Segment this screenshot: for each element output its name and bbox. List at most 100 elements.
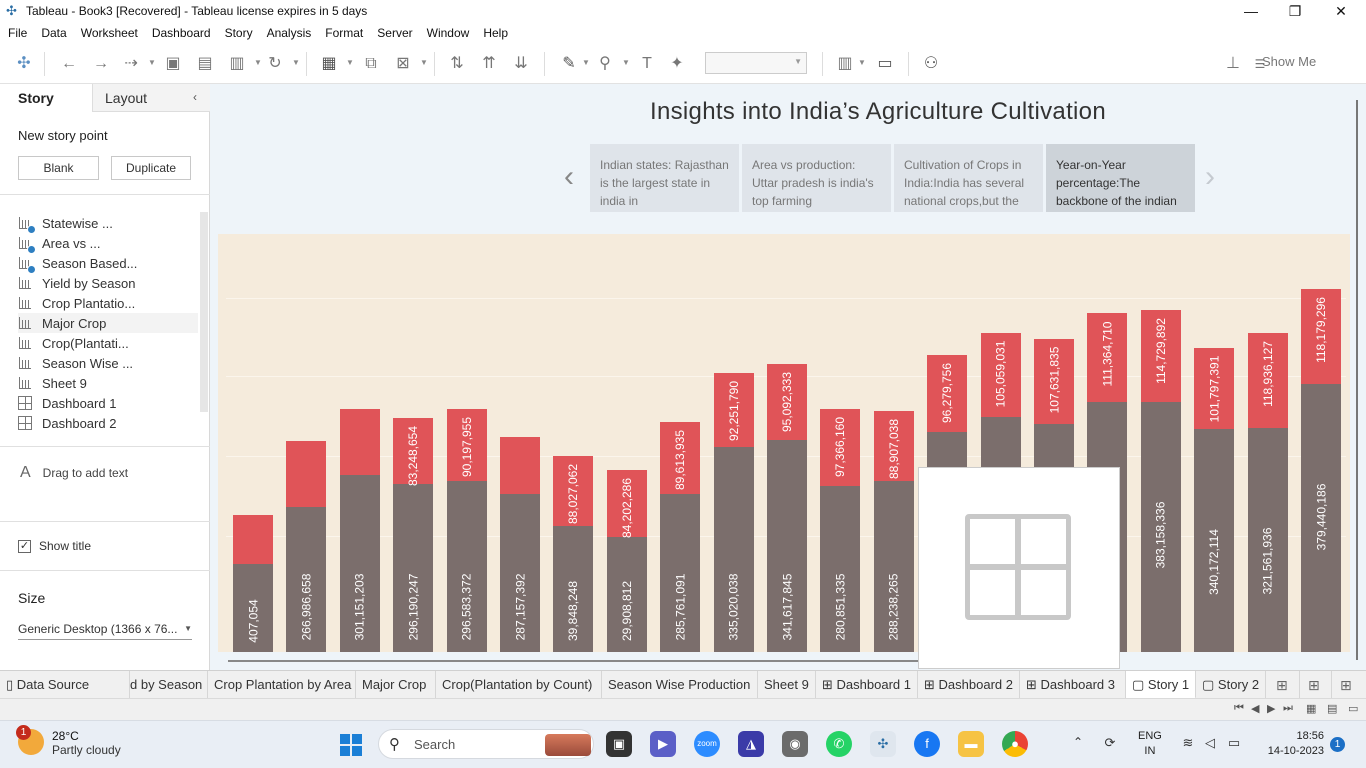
bar-segment-red[interactable] [1301,289,1341,384]
presentation-icon[interactable]: ▭ [877,55,893,72]
sheet-item-crop-plantati[interactable]: Crop(Plantati... [18,333,198,353]
bar-segment-gray[interactable] [446,481,487,652]
tab-story[interactable]: Story [0,84,92,112]
new-datasource-icon[interactable]: ▤ [197,55,213,72]
bar-segment-red[interactable] [1247,333,1288,428]
menu-analysis[interactable]: Analysis [266,26,312,40]
bar-segment-gray[interactable] [767,440,807,652]
bar-segment-gray[interactable] [1194,429,1235,652]
show-me-button[interactable]: Show Me [1262,54,1317,69]
next-story-point-icon[interactable]: › [1205,160,1215,193]
bar-segment-red[interactable] [820,409,861,486]
replay-icon[interactable]: ⇢ [124,55,138,72]
bar-segment-gray[interactable] [873,481,914,652]
bar-segment-red[interactable] [1140,310,1181,402]
first-sheet-icon[interactable]: ⏮ [1234,702,1244,714]
wifi-icon[interactable]: ≋ [1182,735,1194,750]
tab-view-icon[interactable]: ▭ [1348,703,1359,715]
size-select[interactable]: Generic Desktop (1366 x 76... ▼ [18,620,192,640]
clock[interactable]: 18:56 14-10-2023 [1267,730,1324,757]
tableau-taskbar-icon[interactable]: ✣ [870,731,896,757]
tab-data-source[interactable]: ▯ Data Source [0,671,130,699]
bar-segment-red[interactable] [713,373,754,447]
show-hidden-icons[interactable]: ⌃ [1073,735,1084,749]
tableau-home-icon[interactable]: ✣ [17,55,31,72]
bar-segment-gray[interactable] [1301,384,1341,652]
fit-select[interactable]: ▼ [705,52,807,74]
pause-updates-icon[interactable]: ▥ [229,55,245,72]
save-icon[interactable]: ▣ [165,55,181,72]
bar-segment-red[interactable] [446,409,487,481]
sheet-item-major-crop[interactable]: Major Crop [18,313,198,333]
blank-button[interactable]: Blank [18,156,99,180]
new-dashboard-icon[interactable]: ⊞ [1302,671,1332,699]
bar-segment-gray[interactable] [660,494,701,652]
vs-icon[interactable]: ◮ [738,731,764,757]
swap-icon[interactable]: ⇅ [450,55,464,72]
sheet-item-crop-plantation[interactable]: Crop Plantatio... [18,293,198,313]
bar-segment-red[interactable] [927,355,968,432]
collapse-panel-icon[interactable]: ‹ [193,90,197,104]
sync-icon[interactable]: ⟳ [1104,735,1116,750]
sheet-item-dashboard-1[interactable]: Dashboard 1 [18,393,198,413]
bar-segment-gray[interactable] [233,564,273,652]
restore-button[interactable]: ❐ [1288,3,1302,19]
tab-sheet-9[interactable]: Sheet 9 [758,671,816,699]
bar-segment-red[interactable] [1087,313,1128,402]
chrome-icon[interactable]: ● [1002,731,1028,757]
redo-icon[interactable]: → [93,55,109,72]
menu-window[interactable]: Window [426,26,470,40]
bar-segment-gray[interactable] [1140,402,1181,652]
prev-story-point-icon[interactable]: ‹ [564,160,574,193]
bar-segment-gray[interactable] [606,537,647,652]
story-point-3[interactable]: Cultivation of Crops in India:India has … [894,144,1043,212]
menu-data[interactable]: Data [41,26,67,40]
tab-yield-by-season[interactable]: d by Season [130,671,208,699]
windows-start-icon[interactable] [340,734,362,756]
menu-worksheet[interactable]: Worksheet [80,26,138,40]
format-painter-icon[interactable]: ⊥ [1226,55,1240,72]
checkbox-icon[interactable]: ✓ [18,539,31,553]
bar-segment-gray[interactable] [286,507,327,652]
taskbar-search[interactable]: ⚲ Search [378,729,594,759]
bar-segment-red[interactable] [553,456,594,526]
tab-layout[interactable]: Layout [92,84,210,112]
filmstrip-view-icon[interactable]: ▤ [1327,703,1338,715]
bar-segment-red[interactable] [1034,339,1074,424]
duplicate-sheet-icon[interactable]: ⧉ [365,55,377,72]
menu-story[interactable]: Story [224,26,253,40]
tab-major-crop[interactable]: Major Crop [356,671,436,699]
teams-icon[interactable]: ▶ [650,731,676,757]
story-point-1[interactable]: Indian states: Rajasthan is the largest … [590,144,739,212]
new-worksheet-icon[interactable]: ⊞ [1270,671,1300,699]
tab-dashboard-2[interactable]: ⊞ Dashboard 2 [918,671,1020,699]
menu-dashboard[interactable]: Dashboard [151,26,211,40]
highlight-icon[interactable]: ✎ [562,55,576,72]
bar-segment-gray[interactable] [393,484,434,652]
sort-descending-icon[interactable]: ⇊ [514,55,528,72]
sheet-item-yield-by-season[interactable]: Yield by Season [18,273,198,293]
camera-icon[interactable]: ◉ [782,731,808,757]
bar-segment-gray[interactable] [1247,428,1288,652]
clear-sheet-icon[interactable]: ⊠ [396,55,410,72]
story-point-4[interactable]: Year-on-Year percentage:The backbone of … [1046,144,1195,212]
tab-crop-plantation-by-area[interactable]: Crop Plantation by Area [208,671,356,699]
bar-segment-gray[interactable] [339,475,380,652]
sheet-item-statewise[interactable]: Statewise ... [18,213,198,234]
menu-file[interactable]: File [8,26,28,40]
bar-segment-red[interactable] [873,411,914,481]
bar-segment-red[interactable] [339,409,380,475]
share-icon[interactable]: ⚇ [923,55,939,72]
file-explorer-icon[interactable]: ▬ [958,731,984,757]
volume-icon[interactable]: ◁ [1205,735,1215,750]
sheet-item-season-wise[interactable]: Season Wise ... [18,353,198,373]
minimize-button[interactable]: — [1244,3,1258,19]
drag-to-add-text[interactable]: A Drag to add text [20,464,129,481]
bar-segment-red[interactable] [233,515,273,564]
bar-segment-red[interactable] [767,364,807,440]
bar-segment-red[interactable] [660,422,701,494]
stacked-bar-chart[interactable]: 407,054 266,986,658 301,151,203 83,248,654 2… [218,234,1350,652]
bar-segment-gray[interactable] [500,494,540,652]
tab-story-2[interactable]: ▢ Story 2 [1196,671,1266,699]
grid-view-icon[interactable]: ▦ [1306,703,1317,715]
